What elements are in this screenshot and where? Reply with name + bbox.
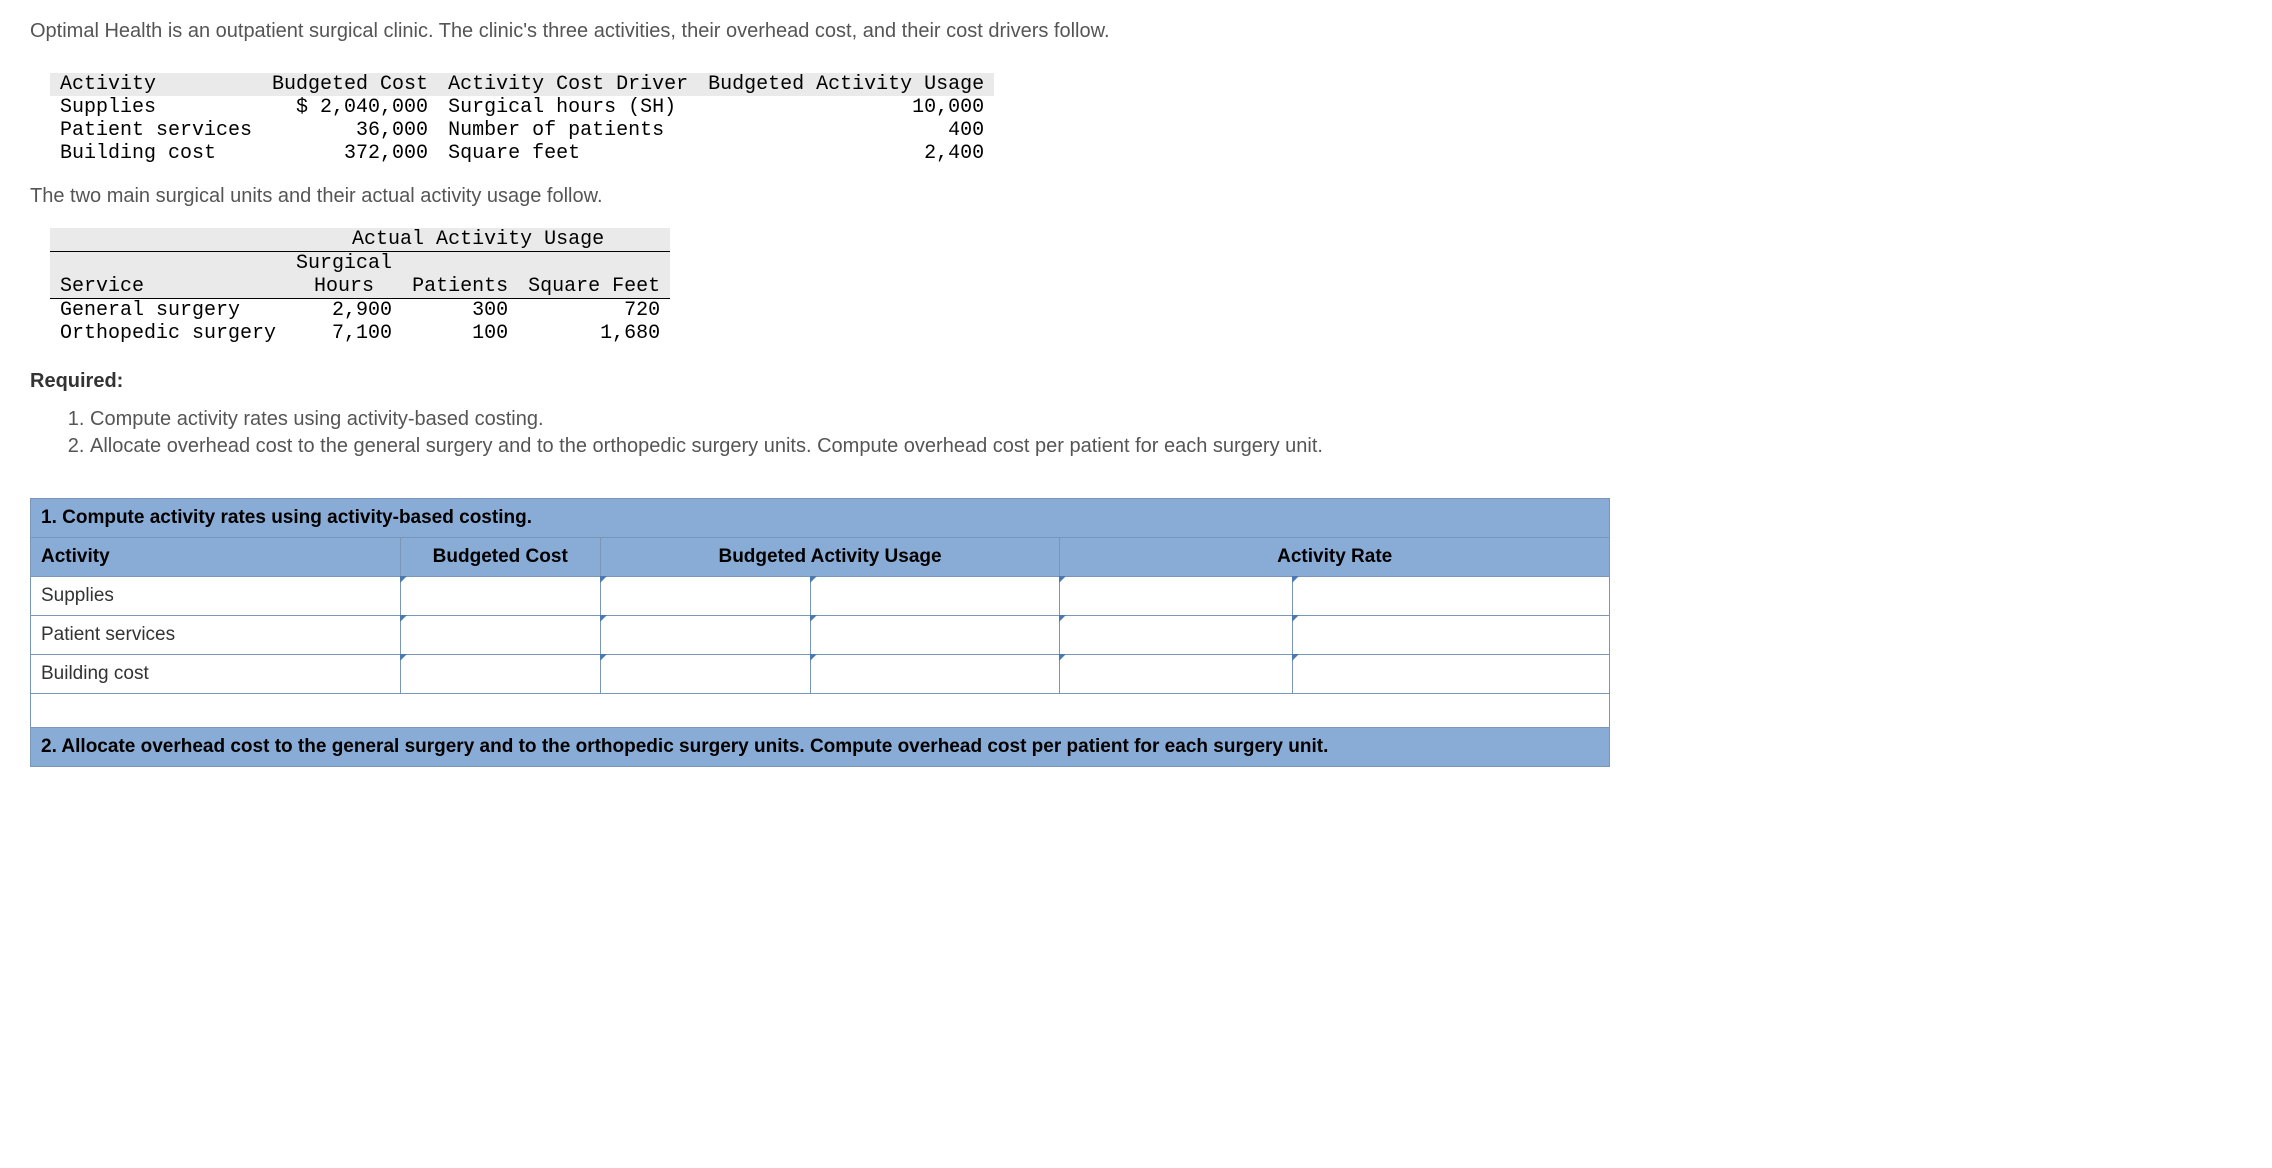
a1-col4: Activity Rate bbox=[1060, 538, 1610, 577]
t2-r1-c1: Orthopedic surgery bbox=[50, 322, 286, 345]
a1-row1-usage-unit[interactable] bbox=[810, 616, 1060, 655]
usage-table: Actual Activity Usage Surgical Service H… bbox=[50, 228, 670, 345]
t1-r2-c2: 372,000 bbox=[262, 142, 438, 165]
t1-r2-c1: Building cost bbox=[50, 142, 262, 165]
t2-r1-c2: 7,100 bbox=[286, 322, 402, 345]
t1-r1-c3: Number of patients bbox=[438, 119, 698, 142]
req-1: Compute activity rates using activity-ba… bbox=[90, 408, 2242, 431]
activities-table: Activity Budgeted Cost Activity Cost Dri… bbox=[50, 73, 994, 165]
a1-row1-usage-qty[interactable] bbox=[600, 616, 810, 655]
t2-h2b: Hours bbox=[286, 275, 402, 299]
a2-title: 2. Allocate overhead cost to the general… bbox=[31, 728, 1610, 767]
required-label: Required: bbox=[30, 370, 2242, 393]
t2-h2a: Surgical bbox=[286, 252, 402, 276]
t1-r0-c2: $ 2,040,000 bbox=[262, 96, 438, 119]
a1-row2-rate-unit[interactable] bbox=[1292, 655, 1609, 694]
a1-row1-budgeted-cost[interactable] bbox=[400, 616, 600, 655]
a1-col1: Activity bbox=[31, 538, 401, 577]
requirements-list: Compute activity rates using activity-ba… bbox=[90, 408, 2242, 458]
a1-row0-usage-unit[interactable] bbox=[810, 577, 1060, 616]
req-2: Allocate overhead cost to the general su… bbox=[90, 435, 2242, 458]
a1-row0-budgeted-cost[interactable] bbox=[400, 577, 600, 616]
a1-row1-rate-value[interactable] bbox=[1060, 616, 1293, 655]
answer-table-1: 1. Compute activity rates using activity… bbox=[30, 498, 1610, 767]
t1-r0-c4: 10,000 bbox=[698, 96, 994, 119]
a1-row2-budgeted-cost[interactable] bbox=[400, 655, 600, 694]
t2-r0-c1: General surgery bbox=[50, 299, 286, 323]
intro-text: Optimal Health is an outpatient surgical… bbox=[30, 20, 2242, 43]
t1-r0-c3: Surgical hours (SH) bbox=[438, 96, 698, 119]
t1-r1-c1: Patient services bbox=[50, 119, 262, 142]
a1-row0-label: Supplies bbox=[31, 577, 401, 616]
a1-title: 1. Compute activity rates using activity… bbox=[31, 499, 1610, 538]
t1-r1-c2: 36,000 bbox=[262, 119, 438, 142]
t2-h1: Service bbox=[50, 275, 286, 299]
a1-row2-usage-qty[interactable] bbox=[600, 655, 810, 694]
t1-h4: Budgeted Activity Usage bbox=[698, 73, 994, 96]
a1-row1-rate-unit[interactable] bbox=[1292, 616, 1609, 655]
t2-r0-c4: 720 bbox=[518, 299, 670, 323]
t1-h2: Budgeted Cost bbox=[262, 73, 438, 96]
a1-col2: Budgeted Cost bbox=[400, 538, 600, 577]
a1-row0-usage-qty[interactable] bbox=[600, 577, 810, 616]
a1-row2-rate-value[interactable] bbox=[1060, 655, 1293, 694]
a1-row2-label: Building cost bbox=[31, 655, 401, 694]
mid-text: The two main surgical units and their ac… bbox=[30, 185, 2242, 208]
t1-r2-c4: 2,400 bbox=[698, 142, 994, 165]
t1-r1-c4: 400 bbox=[698, 119, 994, 142]
a1-row0-rate-unit[interactable] bbox=[1292, 577, 1609, 616]
t2-h4: Square Feet bbox=[518, 275, 670, 299]
t2-r1-c4: 1,680 bbox=[518, 322, 670, 345]
t1-h3: Activity Cost Driver bbox=[438, 73, 698, 96]
t2-r0-c2: 2,900 bbox=[286, 299, 402, 323]
t1-h1: Activity bbox=[50, 73, 262, 96]
t2-r1-c3: 100 bbox=[402, 322, 518, 345]
a1-row2-usage-unit[interactable] bbox=[810, 655, 1060, 694]
a1-row0-rate-value[interactable] bbox=[1060, 577, 1293, 616]
t2-group-header: Actual Activity Usage bbox=[286, 228, 670, 252]
t1-r0-c1: Supplies bbox=[50, 96, 262, 119]
t2-r0-c3: 300 bbox=[402, 299, 518, 323]
t1-r2-c3: Square feet bbox=[438, 142, 698, 165]
t2-h3: Patients bbox=[402, 275, 518, 299]
a1-col3: Budgeted Activity Usage bbox=[600, 538, 1060, 577]
a1-row1-label: Patient services bbox=[31, 616, 401, 655]
